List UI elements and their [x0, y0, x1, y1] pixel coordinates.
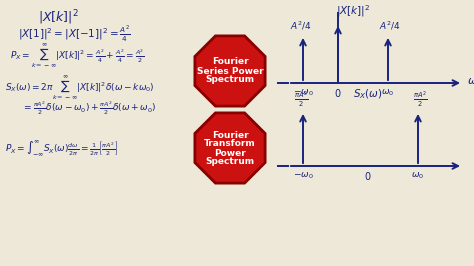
Text: $\omega_0$: $\omega_0$: [411, 171, 425, 181]
Text: $-\omega_0$: $-\omega_0$: [292, 88, 313, 98]
Text: Series Power: Series Power: [197, 66, 264, 76]
Text: Spectrum: Spectrum: [205, 76, 255, 85]
Text: $-\omega_0$: $-\omega_0$: [292, 171, 313, 181]
Text: $\omega$: $\omega$: [467, 76, 474, 86]
Text: $A^2/4$: $A^2/4$: [379, 20, 401, 32]
Text: Spectrum: Spectrum: [205, 157, 255, 167]
Polygon shape: [195, 36, 265, 106]
Text: $S_X(\omega)$: $S_X(\omega)$: [353, 87, 383, 101]
Text: $\frac{\pi A^2}{2}$: $\frac{\pi A^2}{2}$: [294, 89, 308, 109]
Text: $\omega_0$: $\omega_0$: [382, 88, 394, 98]
Text: Fourier: Fourier: [212, 57, 248, 66]
Text: Power: Power: [214, 148, 246, 157]
Text: Transform: Transform: [204, 139, 256, 148]
Polygon shape: [195, 113, 265, 183]
Text: $S_X(\omega) = 2\pi \sum_{k=-\infty}^{\infty} |X[k]|^2 \delta(\omega - k\omega_0: $S_X(\omega) = 2\pi \sum_{k=-\infty}^{\i…: [5, 74, 155, 102]
Text: $|X[k]|^2$: $|X[k]|^2$: [38, 9, 79, 27]
Text: $= \frac{\pi A^2}{2}\delta(\omega - \omega_0) + \frac{\pi A^2}{2}\delta(\omega +: $= \frac{\pi A^2}{2}\delta(\omega - \ome…: [22, 99, 156, 117]
Text: $|X[1]|^2 = |X[-1]|^2 = \frac{A^2}{4}$: $|X[1]|^2 = |X[-1]|^2 = \frac{A^2}{4}$: [18, 24, 131, 44]
Text: $\frac{\pi A^2}{2}$: $\frac{\pi A^2}{2}$: [413, 89, 427, 109]
Text: $|X[k]|^2$: $|X[k]|^2$: [336, 3, 370, 19]
Text: $A^2/4$: $A^2/4$: [290, 20, 312, 32]
Text: $0$: $0$: [364, 170, 372, 182]
Text: Fourier: Fourier: [212, 131, 248, 139]
Text: $P_X = \sum_{k=-\infty}^{\infty} |X[k]|^2 = \frac{A^2}{4} + \frac{A^2}{4} = \fra: $P_X = \sum_{k=-\infty}^{\infty} |X[k]|^…: [10, 41, 145, 70]
Text: $P_X = \int_{-\infty}^{\infty} S_X(\omega)\frac{d\omega}{2\pi} = \frac{1}{2\pi}\: $P_X = \int_{-\infty}^{\infty} S_X(\omeg…: [5, 138, 118, 158]
Text: $0$: $0$: [334, 87, 342, 99]
